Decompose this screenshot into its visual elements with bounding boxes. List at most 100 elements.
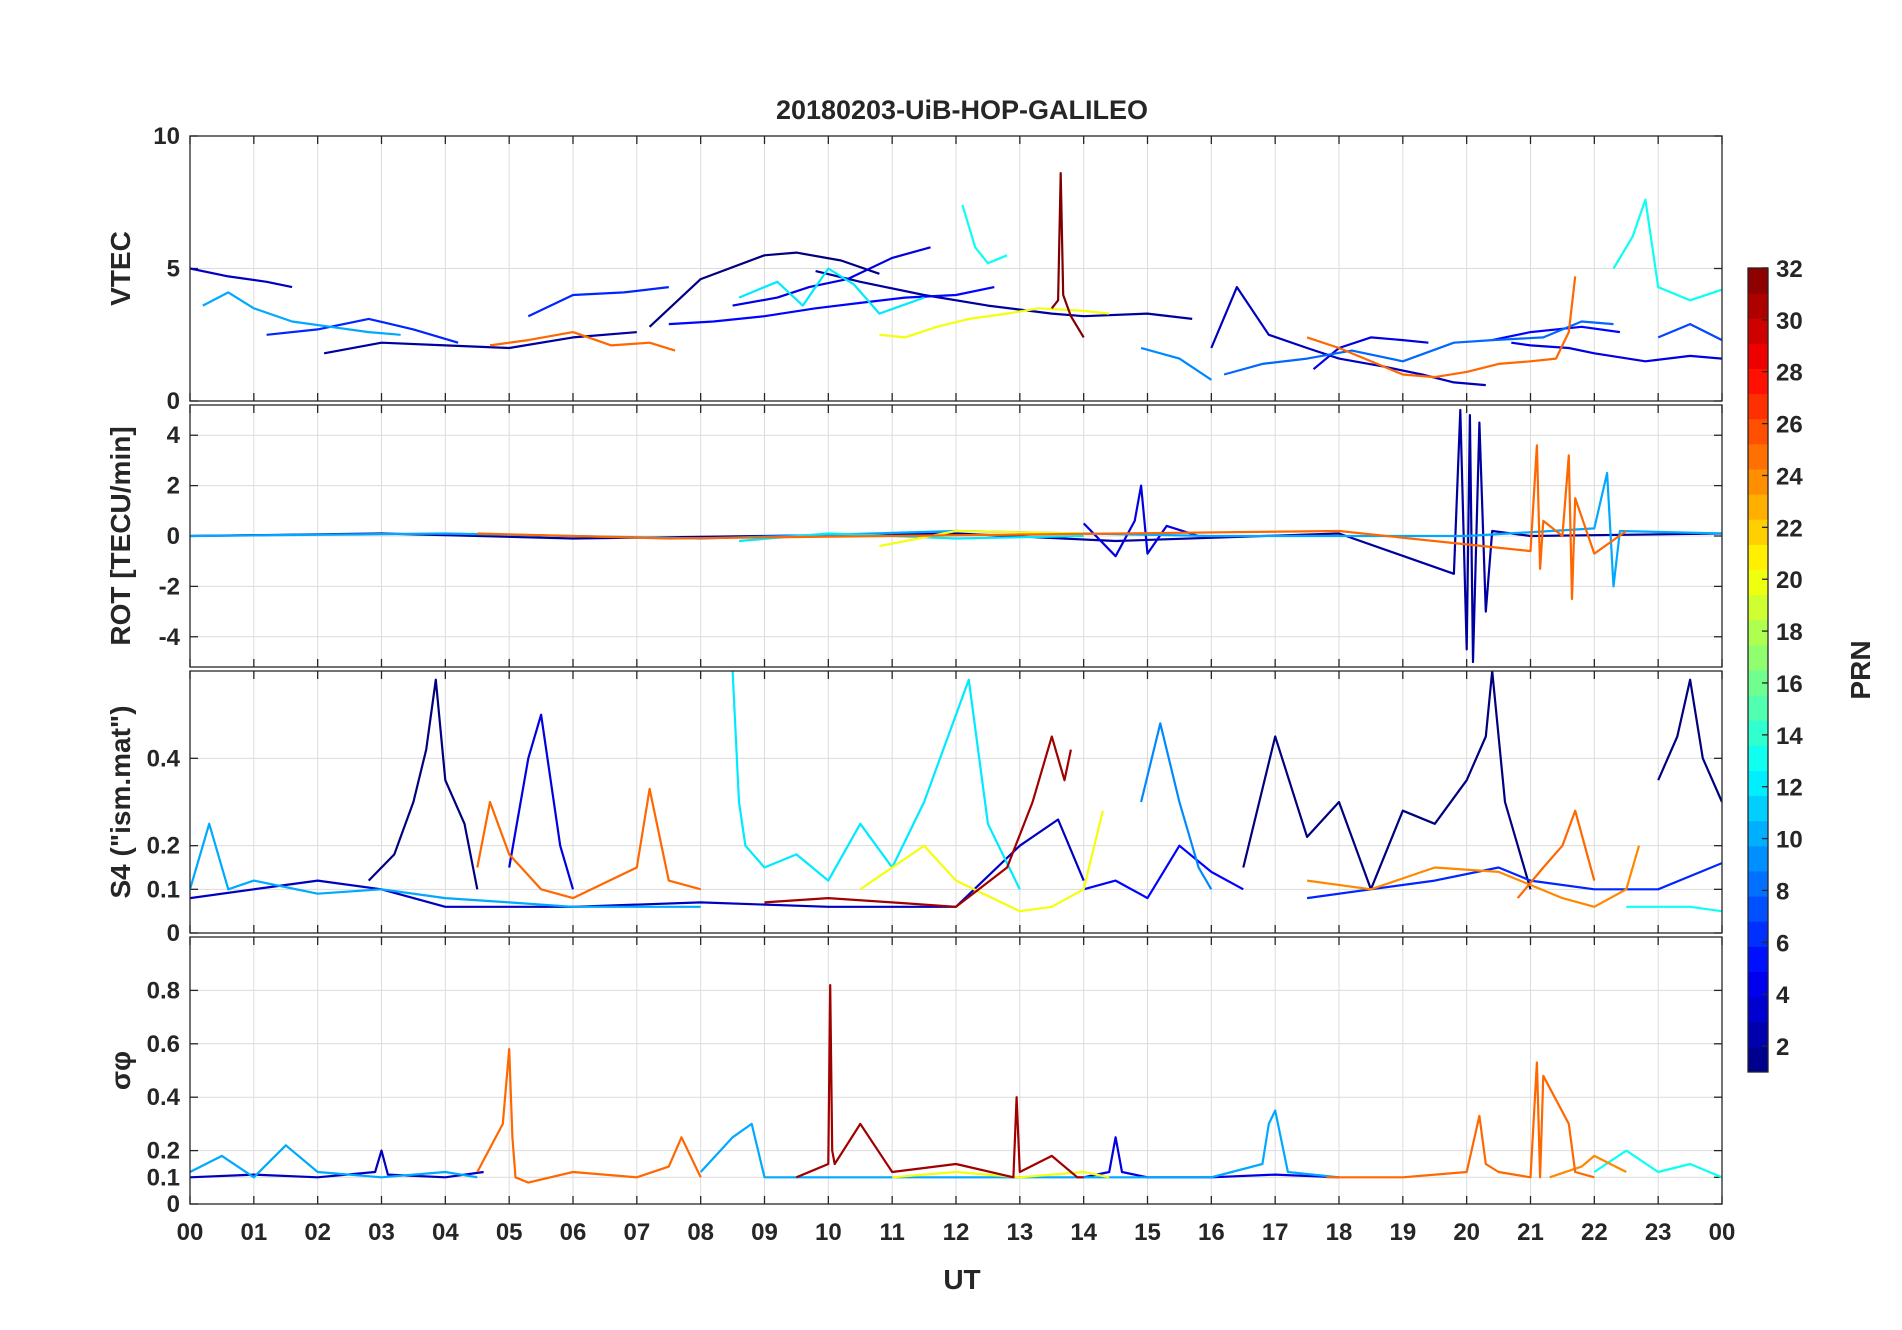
colorbar-segment xyxy=(1748,443,1768,470)
colorbar-segment xyxy=(1748,770,1768,797)
colorbar-tick-label: 32 xyxy=(1776,256,1803,283)
series-line-prn-20 xyxy=(879,529,1084,548)
series-line-prn-32 xyxy=(1050,172,1085,338)
panel-frame xyxy=(189,670,1723,934)
y-tick-label: 2 xyxy=(167,473,180,500)
x-tick-label: 03 xyxy=(368,1219,395,1246)
colorbar-tick-label: 14 xyxy=(1776,723,1803,750)
panel-s4: 0 0.1 0.2 0.4 S4 ("ism.mat") xyxy=(105,670,1723,947)
colorbar-segment xyxy=(1748,871,1768,897)
series-line-prn-3 xyxy=(190,818,1085,908)
colorbar-label: PRN xyxy=(1845,640,1876,699)
series-line-prn-5 xyxy=(1083,844,1244,900)
colorbar-segment xyxy=(1748,469,1768,495)
series-line-prn-25 xyxy=(476,787,701,900)
y-tick-label: 0.4 xyxy=(147,1084,181,1111)
colorbar-tick-label: 6 xyxy=(1776,930,1789,957)
series-line-prn-6 xyxy=(1306,862,1722,900)
y-tick-label: 0 xyxy=(167,920,180,947)
colorbar-segment xyxy=(1748,670,1768,696)
series-line-prn-2 xyxy=(323,331,637,355)
series-line-prn-2 xyxy=(190,408,1722,664)
series-line-prn-31 xyxy=(764,735,1072,908)
colorbar-segment xyxy=(1748,695,1768,721)
x-tick-label: 07 xyxy=(623,1219,650,1246)
colorbar-segment xyxy=(1748,544,1768,570)
series-line-prn-20 xyxy=(859,810,1104,913)
x-tick-label: 16 xyxy=(1198,1219,1225,1246)
series-line-prn-12 xyxy=(731,671,1021,890)
colorbar-frame xyxy=(1747,267,1769,1073)
colorbar-segment xyxy=(1748,971,1768,998)
series-line-prn-3 xyxy=(190,267,293,289)
colorbar-tick-label: 30 xyxy=(1776,308,1803,335)
x-tick-label: 23 xyxy=(1645,1219,1672,1246)
x-tick-label: 08 xyxy=(687,1219,714,1246)
y-tick-label: 0.2 xyxy=(147,1138,180,1165)
colorbar-segment xyxy=(1748,1046,1768,1073)
series-line-prn-10 xyxy=(699,1109,1340,1179)
series-line-prn-10 xyxy=(190,822,701,908)
series-line-prn-24 xyxy=(1549,1154,1627,1179)
series-line-prn-24 xyxy=(1306,845,1641,908)
y-tick-label: 0.1 xyxy=(147,1164,180,1191)
colorbar-segment xyxy=(1748,393,1768,420)
series-line-prn-9 xyxy=(1140,346,1212,381)
y-tick-label: 0.6 xyxy=(147,1031,180,1058)
colorbar-segment xyxy=(1748,820,1768,847)
colorbar-segment xyxy=(1748,921,1768,947)
chart-title: 20180203-UiB-HOP-GALILEO xyxy=(776,95,1148,125)
colorbar-tick-label: 22 xyxy=(1776,515,1803,542)
colorbar-segment xyxy=(1748,946,1768,972)
x-tick-label: 04 xyxy=(432,1219,459,1246)
series-line-prn-4 xyxy=(1082,484,1199,558)
y-tick-label: 5 xyxy=(167,256,180,283)
y-tick-label: -4 xyxy=(159,624,181,651)
series-line-prn-6 xyxy=(266,317,459,344)
series-line-prn-9 xyxy=(1140,722,1213,890)
x-tick-label: 15 xyxy=(1134,1219,1161,1246)
series-line-prn-1 xyxy=(367,678,479,890)
y-tick-label: 0.1 xyxy=(147,876,180,903)
x-tick-label: 21 xyxy=(1517,1219,1544,1246)
colorbar-segment xyxy=(1748,996,1768,1023)
series-group xyxy=(190,172,1722,387)
x-axis-label: UT xyxy=(943,1264,980,1295)
series-line-prn-20 xyxy=(892,1170,1110,1179)
x-tick-label: 22 xyxy=(1581,1219,1608,1246)
y-axis-label: S4 ("ism.mat") xyxy=(105,705,136,898)
series-line-prn-25 xyxy=(1516,809,1596,899)
colorbar-segment xyxy=(1748,368,1768,395)
colorbar-tick-label: 16 xyxy=(1776,671,1803,698)
y-tick-label: 0 xyxy=(167,523,180,550)
colorbar-tick-label: 18 xyxy=(1776,619,1803,646)
x-tick-label: 09 xyxy=(751,1219,778,1246)
series-line-prn-1 xyxy=(1242,671,1532,891)
y-axis-label: VTEC xyxy=(105,231,136,306)
series-line-prn-2 xyxy=(815,270,1193,320)
series-line-prn-10 xyxy=(202,291,401,336)
colorbar-segment xyxy=(1748,845,1768,872)
y-tick-label: 0 xyxy=(167,388,180,415)
colorbar-segment xyxy=(1748,494,1768,520)
colorbar-segment xyxy=(1748,896,1768,922)
x-tick-label: 12 xyxy=(943,1219,970,1246)
series-line-prn-3 xyxy=(1210,286,1486,387)
series-line-prn-13 xyxy=(1612,198,1722,302)
colorbar-segment xyxy=(1748,619,1768,646)
x-tick-label: 02 xyxy=(304,1219,331,1246)
series-line-prn-1 xyxy=(648,251,880,328)
series-line-prn-25 xyxy=(489,331,676,352)
colorbar-segment xyxy=(1748,594,1768,621)
x-tick-label: 19 xyxy=(1389,1219,1416,1246)
colorbar-tick-label: 26 xyxy=(1776,412,1803,439)
colorbar-tick-label: 28 xyxy=(1776,360,1803,387)
series-line-prn-12 xyxy=(738,267,925,315)
series-line-prn-4 xyxy=(508,713,575,890)
series-line-prn-8 xyxy=(1223,320,1614,376)
colorbar-segment xyxy=(1748,418,1768,445)
series-line-prn-13 xyxy=(1593,1149,1722,1179)
series-line-prn-20 xyxy=(879,307,1110,339)
